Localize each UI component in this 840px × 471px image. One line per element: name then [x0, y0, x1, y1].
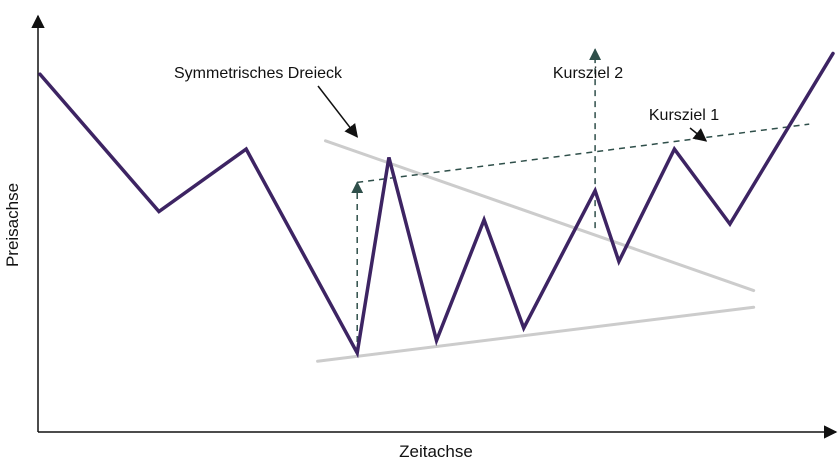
price-series	[38, 51, 835, 359]
target-channel-dashed-line	[357, 123, 810, 184]
annotation-arrow-kursziel-1	[689, 127, 708, 142]
annotation-arrow-symmetrisches-dreieck	[317, 85, 359, 138]
triangle-upper-line	[323, 139, 756, 293]
y-axis-label: Preisachse	[3, 183, 22, 267]
price-line-series-0	[38, 51, 835, 359]
triangle-lower-line	[316, 305, 756, 363]
annotation-kursziel-1: Kursziel 1	[649, 107, 719, 124]
annotation-symmetrisches-dreieck: Symmetrisches Dreieck	[174, 65, 343, 82]
x-axis-label: Zeitachse	[399, 442, 473, 461]
target-lines	[351, 48, 810, 353]
annotation-kursziel-2: Kursziel 2	[553, 65, 623, 82]
annotations: Symmetrisches Dreieck Kursziel 2 Kursziel …	[174, 65, 719, 142]
triangle-lines	[316, 139, 756, 363]
